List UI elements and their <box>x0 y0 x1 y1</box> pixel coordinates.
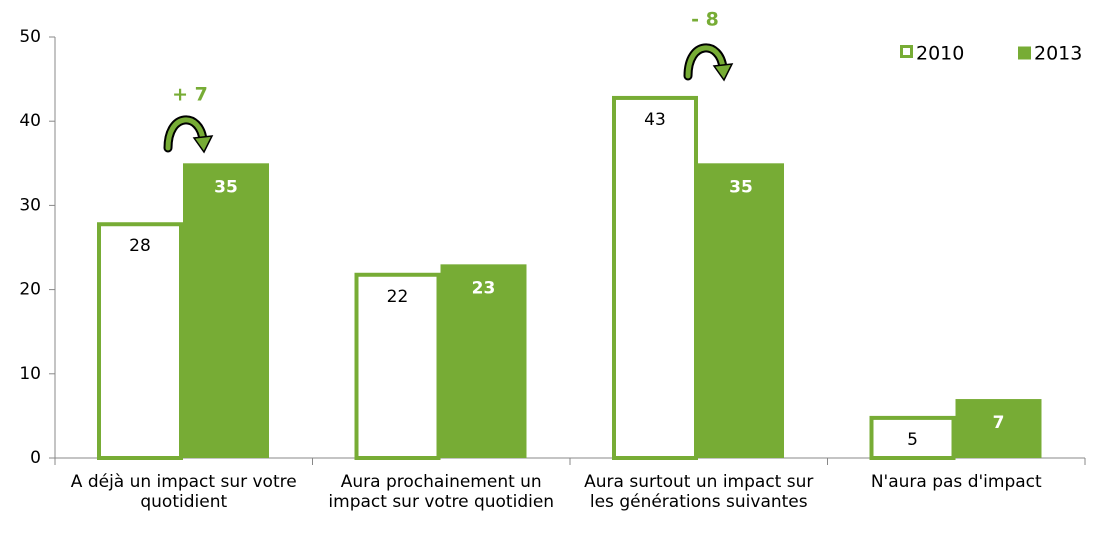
y-tick-label: 10 <box>19 364 41 384</box>
bar <box>440 264 527 458</box>
data-label: 23 <box>472 278 496 298</box>
data-label: 22 <box>387 287 409 307</box>
x-tick-label: Aura surtout un impact sur les génératio… <box>584 472 814 512</box>
x-tick-label: N'aura pas d'impact <box>870 472 1042 492</box>
bar <box>612 95 698 460</box>
bar <box>183 163 269 459</box>
bar <box>869 415 956 460</box>
data-label: 35 <box>729 177 753 197</box>
legend-swatch <box>1018 46 1031 60</box>
data-label: 5 <box>907 430 918 450</box>
x-tick-label: Aura prochainement un impact sur votre q… <box>328 472 555 512</box>
y-tick-label: 30 <box>19 195 41 215</box>
annotation: - 8 <box>691 9 719 31</box>
annotation: + 7 <box>172 84 208 106</box>
bar <box>354 272 441 461</box>
bar <box>97 222 183 460</box>
y-tick-label: 40 <box>19 111 41 131</box>
x-tick-label: A déjà un impact sur votre quotidient <box>70 472 297 512</box>
bar <box>955 399 1042 458</box>
legend-swatch <box>900 45 913 58</box>
data-label: 28 <box>129 236 151 256</box>
legend-label: 2010 <box>916 43 964 65</box>
arrows <box>163 43 734 154</box>
bar <box>698 163 784 459</box>
data-label: 35 <box>214 177 238 197</box>
legend-label: 2013 <box>1034 43 1082 65</box>
y-tick-label: 20 <box>19 280 41 300</box>
data-label: 43 <box>644 110 666 130</box>
y-tick-label: 0 <box>30 448 41 468</box>
data-label: 7 <box>993 413 1005 433</box>
y-tick-label: 50 <box>19 27 41 47</box>
